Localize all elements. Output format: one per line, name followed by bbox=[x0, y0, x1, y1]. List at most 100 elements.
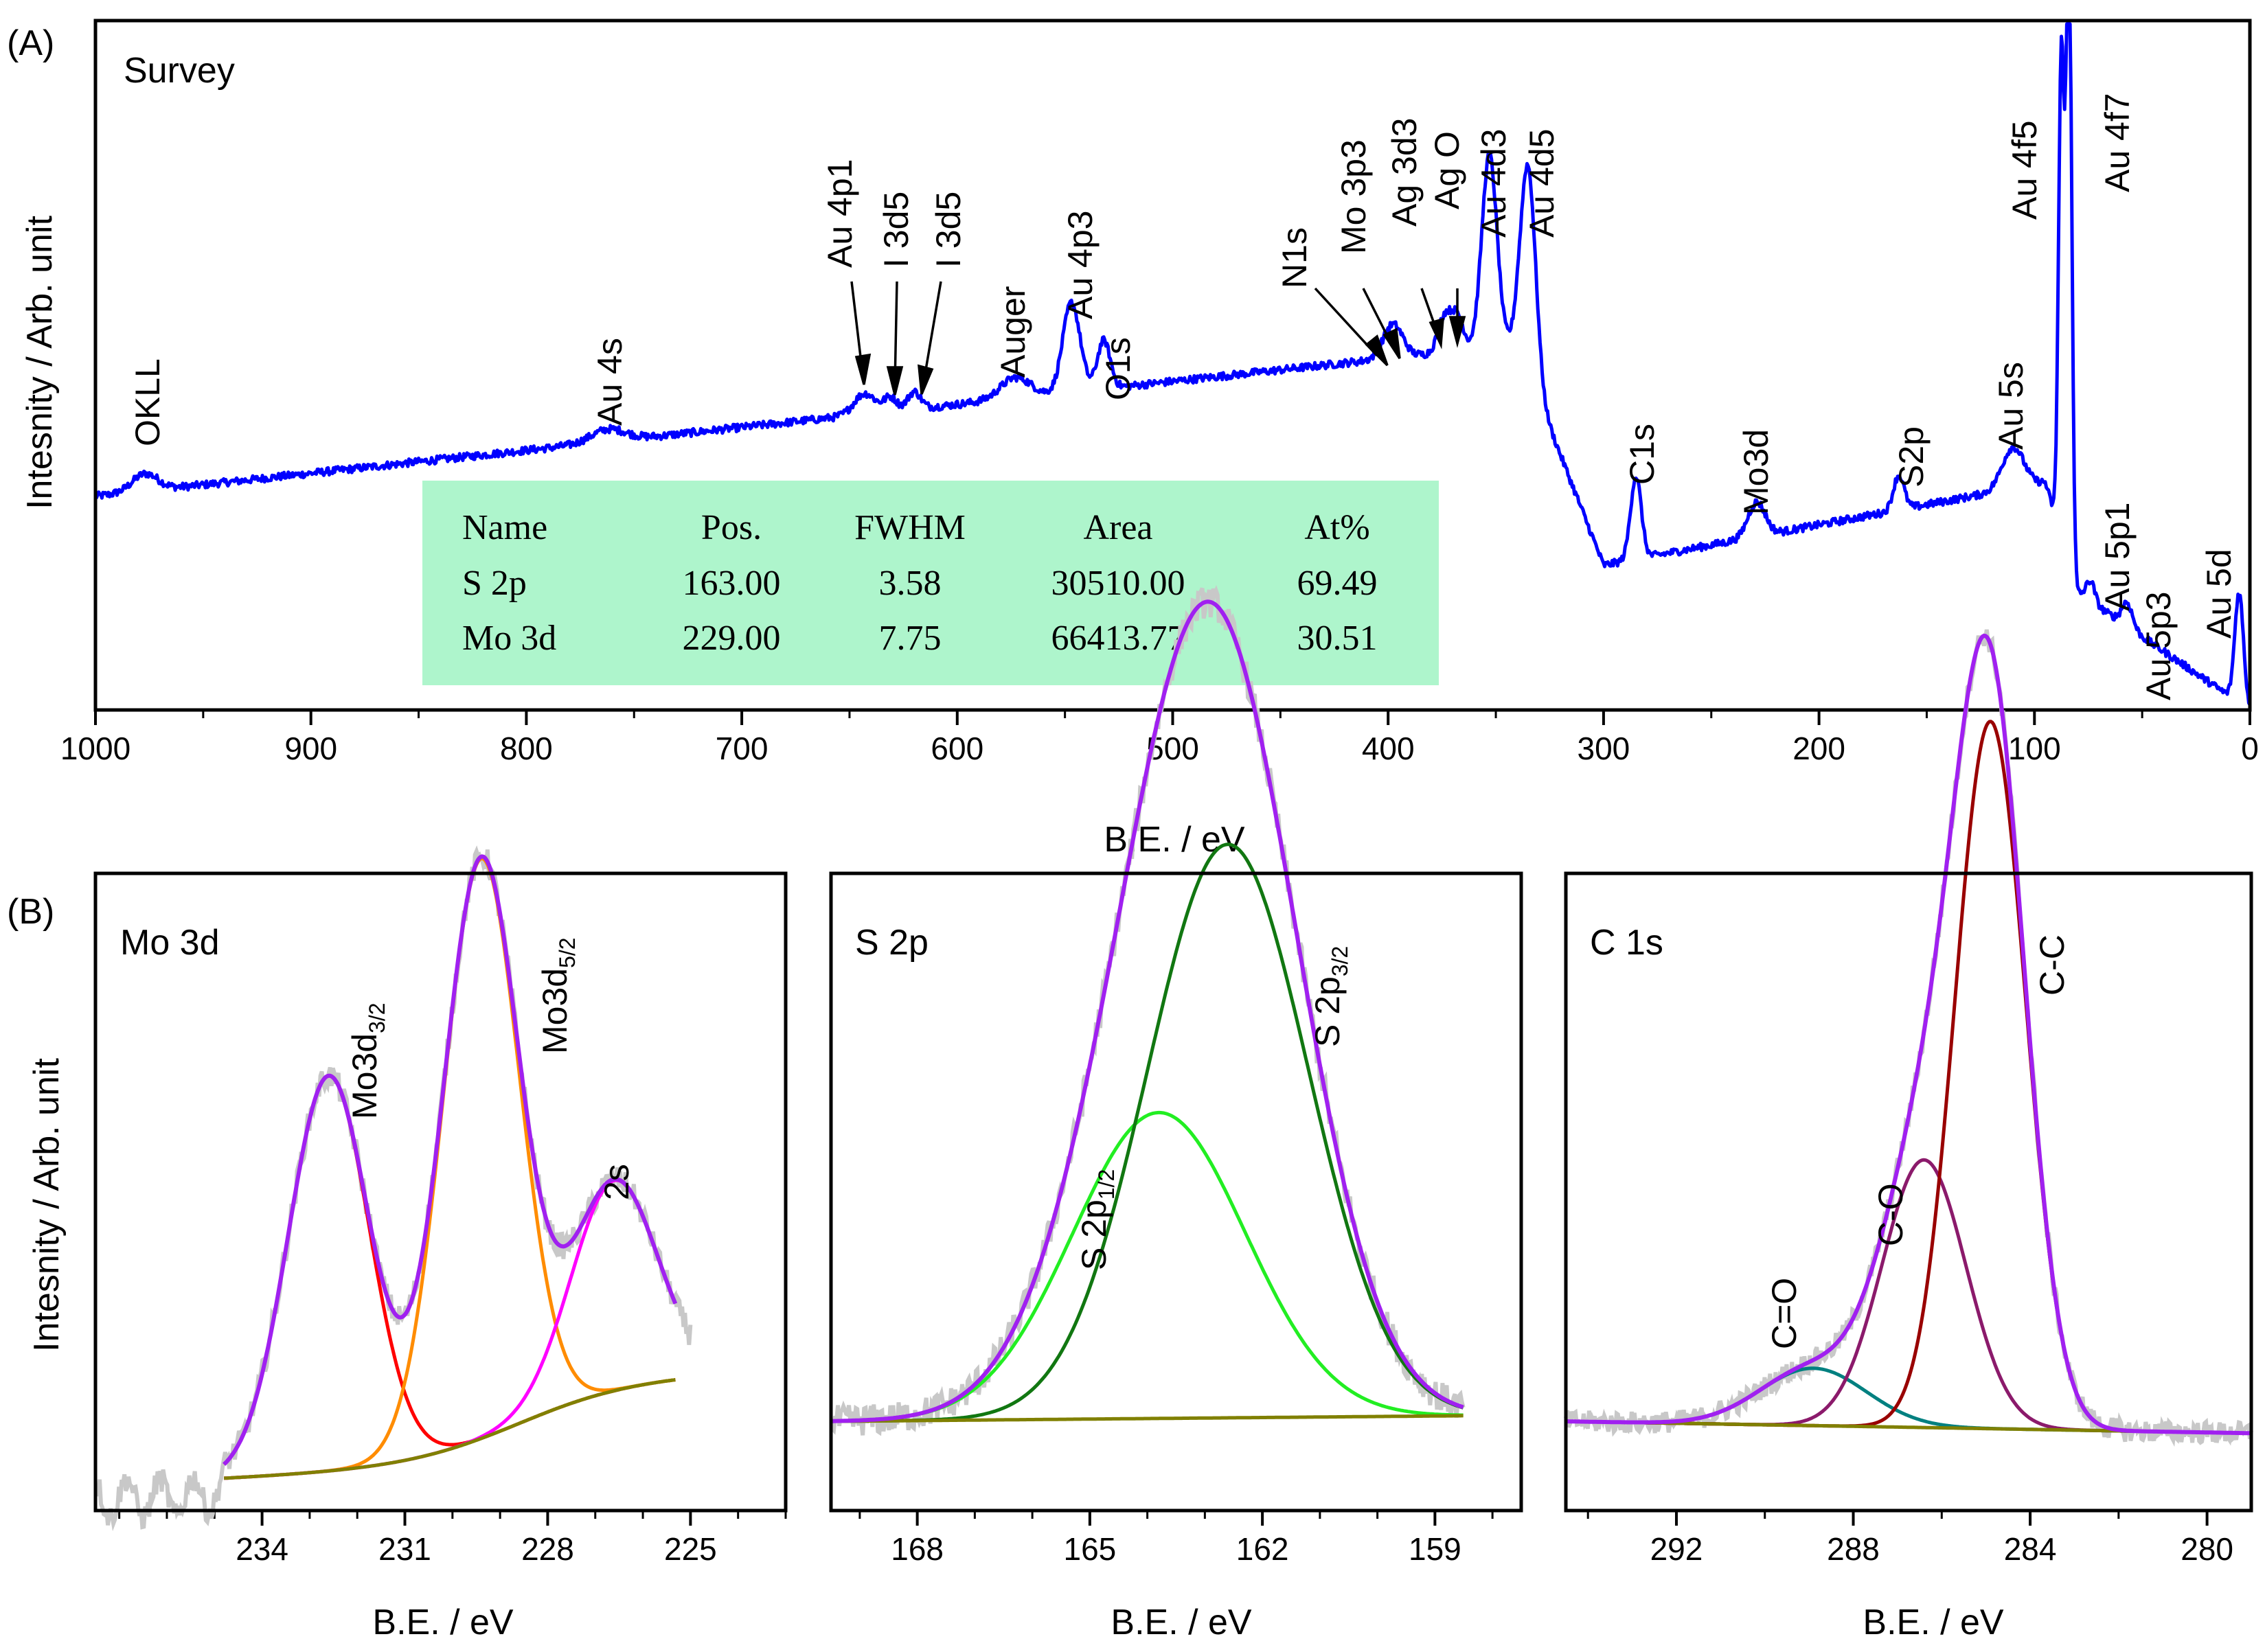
x-tick-label: 292 bbox=[1650, 1531, 1703, 1567]
panel-mo3d-curves bbox=[93, 845, 693, 1532]
arrow-ag3d3-head bbox=[1429, 317, 1444, 349]
panel-mo3d: Mo 3d 234 231 228 225 Mo3d3/2 Mo3d5/2 2s B.… bbox=[93, 845, 788, 1642]
peak-label-c1s: C1s bbox=[1623, 424, 1661, 485]
envelope-fit-line bbox=[831, 599, 1464, 1423]
panel-c1s-xlabel: B.E. / eV bbox=[1863, 1603, 2004, 1642]
peak-label-cc: C-C bbox=[2033, 934, 2071, 996]
panel-s2p-title: S 2p bbox=[855, 923, 929, 963]
peak-label-au4d3: Au 4d3 bbox=[1475, 129, 1513, 238]
x-tick-label: 231 bbox=[378, 1531, 431, 1567]
peak-label-au4p1: Au 4p1 bbox=[821, 159, 859, 268]
peak-label-mo3d52: Mo3d5/2 bbox=[536, 937, 580, 1054]
panel-a-xlabel: B.E. / eV bbox=[1104, 820, 1245, 860]
table-cell: 3.58 bbox=[879, 564, 942, 603]
x-tick-label: 0 bbox=[2241, 731, 2259, 766]
panel-a-ticks: 1000 900 800 700 600 500 400 300 200 100 0 bbox=[60, 710, 2259, 766]
table-cell: 66413.77 bbox=[1051, 619, 1185, 658]
x-tick-label: 300 bbox=[1578, 731, 1630, 766]
panel-b-ylabel: Intesnity / Arb. unit bbox=[27, 1058, 67, 1352]
arrow-ago-head bbox=[1448, 316, 1466, 348]
arrow-i3d5b-head bbox=[918, 364, 934, 395]
panel-c1s-ticks: 292 288 284 280 bbox=[1586, 1511, 2233, 1567]
panel-s2p-xlabel: B.E. / eV bbox=[1111, 1603, 1252, 1642]
peak-arrows bbox=[850, 281, 1466, 395]
peak-label-au4d5: Au 4d5 bbox=[1523, 129, 1561, 238]
x-tick-label: 900 bbox=[284, 731, 337, 766]
x-tick-label: 284 bbox=[2004, 1531, 2057, 1567]
table-cell: 163.00 bbox=[683, 564, 781, 603]
panel-s2p: S 2p 168 165 162 159 S 2p1/2 S 2p3/2 B.E. /… bbox=[829, 585, 1523, 1642]
x-tick-label: 280 bbox=[2181, 1531, 2233, 1567]
x-tick-label: 1000 bbox=[60, 731, 130, 766]
table-cell: 30.51 bbox=[1297, 619, 1378, 658]
table-cell: Mo 3d bbox=[462, 619, 556, 658]
panel-c1s-title: C 1s bbox=[1590, 923, 1663, 963]
table-cell: 229.00 bbox=[683, 619, 781, 658]
survey-spectrum-line bbox=[93, 22, 2252, 706]
x-tick-label: 159 bbox=[1409, 1531, 1461, 1567]
x-tick-label: 234 bbox=[236, 1531, 288, 1567]
component-c-c bbox=[1566, 720, 2251, 1435]
panel-a-title: Survey bbox=[124, 51, 235, 91]
panel-mo3d-xlabel: B.E. / eV bbox=[372, 1603, 514, 1642]
table-header-name: Name bbox=[462, 508, 547, 547]
peak-label-mo3d: Mo3d bbox=[1737, 429, 1775, 515]
panel-s2p-frame bbox=[829, 871, 1523, 1513]
x-tick-label: 100 bbox=[2008, 731, 2061, 766]
panel-mo3d-frame bbox=[93, 871, 788, 1513]
x-tick-label: 700 bbox=[716, 731, 769, 766]
table-header-fwhm: FWHM bbox=[854, 508, 966, 547]
x-tick-label: 288 bbox=[1827, 1531, 1880, 1567]
peak-label-s2p12: S 2p1/2 bbox=[1075, 1169, 1119, 1270]
x-tick-label: 200 bbox=[1792, 731, 1845, 766]
peak-label-auger: Auger bbox=[994, 286, 1032, 378]
x-tick-label: 600 bbox=[931, 731, 983, 766]
panel-b-letter: (B) bbox=[7, 892, 54, 932]
envelope-fit-line bbox=[1566, 633, 2251, 1436]
arrow-i3d5a-head bbox=[886, 366, 904, 395]
panel-c1s-frame bbox=[1564, 871, 2253, 1513]
peak-label-co: C-O bbox=[1871, 1183, 1910, 1246]
peak-label-au4p3: Au 4p3 bbox=[1061, 211, 1100, 319]
panel-c1s-curves bbox=[1564, 629, 2253, 1447]
peak-label-s2p32: S 2p3/2 bbox=[1308, 946, 1352, 1047]
peak-label-au5p1: Au 5p1 bbox=[2098, 503, 2137, 611]
peak-labels: OKLL Au 4s Au 4p1 I 3d5 I 3d5 Auger Au 4… bbox=[128, 93, 2238, 700]
peak-label-i3d5b: I 3d5 bbox=[929, 192, 968, 268]
raw-data-line bbox=[1564, 629, 2253, 1447]
peak-label-ag3d3: Ag 3d3 bbox=[1385, 118, 1424, 227]
peak-label-au5p3: Au 5p3 bbox=[2139, 592, 2178, 700]
panel-a-frame bbox=[93, 19, 2252, 712]
x-tick-label: 162 bbox=[1236, 1531, 1289, 1567]
panel-c1s: C 1s 292 288 284 280 C=O C-O C-C B.E. / eV bbox=[1564, 629, 2253, 1642]
peak-label-mo3d32: Mo3d3/2 bbox=[345, 1002, 389, 1119]
table-background bbox=[422, 481, 1439, 685]
background-line bbox=[223, 1378, 676, 1480]
quantification-table: Name Pos. FWHM Area At% S 2p 163.00 3.58… bbox=[422, 481, 1439, 685]
peak-label-o1s: O1s bbox=[1099, 337, 1137, 400]
table-header-atpct: At% bbox=[1304, 508, 1369, 547]
arrow-mo3p3-head bbox=[1382, 328, 1401, 359]
panel-mo3d-ticks: 234 231 228 225 bbox=[118, 1511, 787, 1567]
peak-label-au4s: Au 4s bbox=[591, 338, 629, 426]
raw-data-line bbox=[830, 585, 1466, 1436]
peak-label-au5s: Au 5s bbox=[1992, 362, 2030, 450]
component-mo3d3-2 bbox=[223, 1074, 676, 1466]
table-cell: 30510.00 bbox=[1051, 564, 1185, 603]
peak-label-mo3p3: Mo 3p3 bbox=[1334, 139, 1373, 254]
peak-label-au4f5: Au 4f5 bbox=[2005, 120, 2044, 220]
arrow-n1s-head bbox=[1365, 334, 1389, 367]
x-tick-label: 228 bbox=[521, 1531, 574, 1567]
peak-label-ago: Ag O bbox=[1428, 131, 1466, 209]
arrow-au4p1-head bbox=[854, 353, 872, 385]
peak-label-n1s: N1s bbox=[1275, 227, 1314, 288]
panel-s2p-ticks: 168 165 162 159 bbox=[858, 1511, 1494, 1567]
panel-mo3d-title: Mo 3d bbox=[120, 923, 220, 963]
x-tick-label: 400 bbox=[1362, 731, 1415, 766]
envelope-fit-line bbox=[223, 854, 678, 1466]
panel-a: (A) Survey Intesnity / Arb. unit B.E. / … bbox=[7, 19, 2259, 860]
table-cell: 69.49 bbox=[1297, 564, 1378, 603]
panel-s2p-curves bbox=[830, 585, 1466, 1436]
peak-label-i3d5a: I 3d5 bbox=[877, 192, 915, 268]
